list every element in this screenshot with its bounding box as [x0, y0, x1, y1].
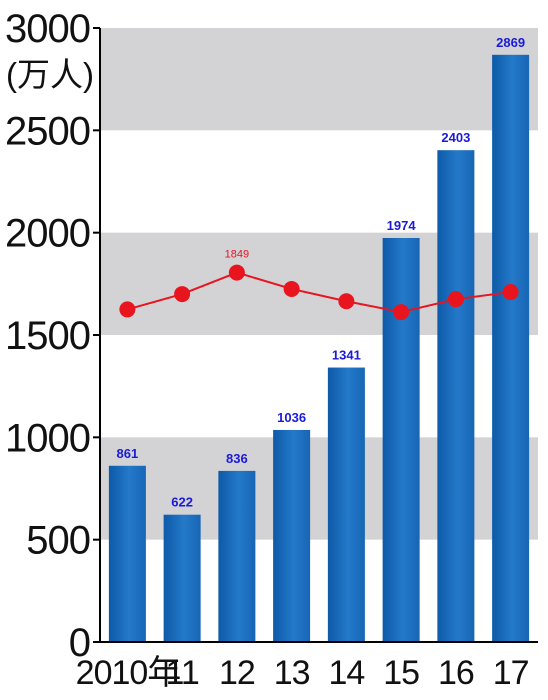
- bar-15: [382, 237, 420, 642]
- x-tick-label-14: 14: [328, 654, 364, 692]
- bar-data-label-13: 1036: [277, 410, 306, 425]
- bar-data-label-11: 622: [171, 495, 193, 510]
- line-point-2010年: [119, 301, 136, 318]
- bar-13: [273, 429, 311, 642]
- x-tick-label-2010年: 2010年: [76, 654, 181, 692]
- y-tick-label-2000: 2000: [5, 212, 90, 256]
- line-series: 1849: [119, 249, 519, 321]
- background-band-2: [100, 28, 538, 131]
- bar-2010年: [108, 465, 146, 642]
- bar-12: [218, 470, 256, 642]
- x-tick-label-16: 16: [438, 654, 474, 692]
- bar-data-label-17: 2869: [496, 35, 525, 50]
- line-point-14: [338, 293, 355, 310]
- bar-data-label-16: 2403: [441, 130, 470, 145]
- line-point-16: [447, 291, 464, 308]
- bar-data-label-2010年: 861: [117, 446, 139, 461]
- y-tick-label-1500: 1500: [5, 314, 90, 358]
- line-point-15: [393, 304, 410, 321]
- line-point-13: [283, 280, 300, 297]
- line-point-17: [502, 284, 519, 301]
- bar-data-label-14: 1341: [332, 348, 361, 363]
- y-tick-label-1000: 1000: [5, 416, 90, 460]
- x-tick-label-13: 13: [274, 654, 310, 692]
- bar-11: [163, 514, 201, 642]
- y-tick-label-2500: 2500: [5, 109, 90, 153]
- bar-series: 861 622 836 1036 1341 1974 2403 2869: [108, 35, 530, 642]
- line-path: [127, 271, 511, 314]
- bar-data-label-12: 836: [226, 451, 248, 466]
- y-tick-label-0: 0: [69, 621, 90, 665]
- x-tick-label-12: 12: [219, 654, 255, 692]
- bar-16: [437, 150, 475, 642]
- y-tick-label-500: 500: [26, 519, 90, 563]
- x-tick-label-11: 11: [165, 654, 198, 692]
- y-tick-label-3000: 3000: [5, 7, 90, 51]
- x-tick-label-15: 15: [383, 654, 419, 692]
- bar-data-label-15: 1974: [387, 218, 417, 233]
- line-point-11: [174, 286, 191, 303]
- y-axis: 0 500 1000 1500 2000 2500 3000: [5, 7, 101, 665]
- bar-17: [492, 54, 530, 642]
- y-unit-label: (万人): [6, 56, 94, 93]
- bar-14: [327, 367, 365, 642]
- line-data-label-12: 1849: [225, 249, 249, 261]
- line-point-12: [228, 264, 245, 281]
- x-tick-label-17: 17: [493, 654, 529, 692]
